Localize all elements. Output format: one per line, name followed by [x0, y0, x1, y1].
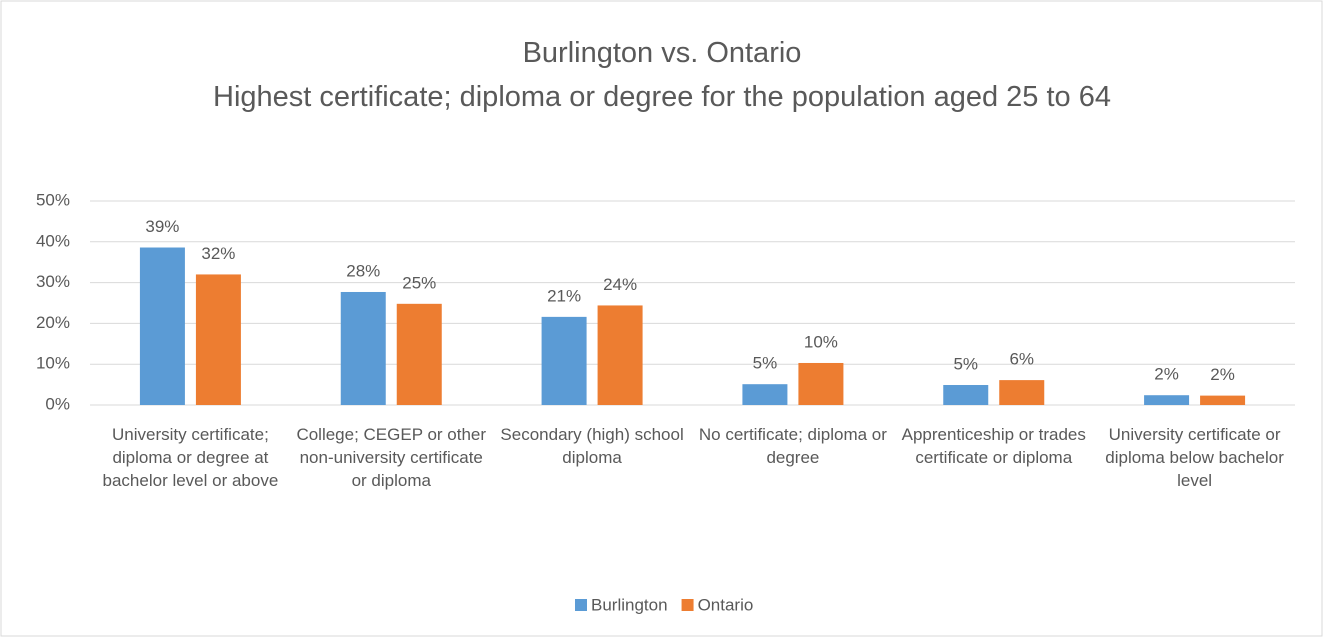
- x-tick-label: No certificate; diploma or degree: [698, 425, 887, 467]
- y-tick-label: 10%: [36, 354, 70, 373]
- x-tick-label: Apprenticeship or trades certificate or …: [901, 425, 1086, 467]
- bar: [139, 247, 185, 405]
- bar: [943, 385, 989, 405]
- data-label: 5%: [953, 354, 978, 373]
- y-tick-label: 0%: [45, 394, 70, 413]
- bar: [1144, 395, 1190, 405]
- legend-label: Ontario: [698, 595, 754, 614]
- data-label: 2%: [1210, 365, 1235, 384]
- x-tick-label: University certificate or diploma below …: [1105, 425, 1284, 490]
- bar: [195, 274, 241, 405]
- data-label: 32%: [201, 244, 235, 263]
- data-label: 28%: [346, 261, 380, 280]
- bar: [541, 316, 587, 405]
- bar: [340, 291, 386, 405]
- x-tick-label: Secondary (high) school diploma: [500, 425, 684, 467]
- y-tick-label: 50%: [36, 190, 70, 209]
- y-tick-label: 30%: [36, 272, 70, 291]
- x-tick-label: University certificate; diploma or degre…: [102, 425, 279, 490]
- chart-title: Burlington vs. Ontario: [522, 37, 802, 69]
- data-label: 25%: [402, 273, 436, 292]
- legend-swatch: [681, 599, 694, 611]
- legend-label: Burlington: [591, 595, 668, 614]
- x-tick-label: College; CEGEP or other non-university c…: [296, 425, 487, 490]
- chart-subtitle: Highest certificate; diploma or degree f…: [213, 81, 1111, 113]
- data-label: 24%: [603, 275, 637, 294]
- bar: [597, 305, 643, 405]
- bar: [396, 303, 442, 405]
- data-label: 21%: [547, 286, 581, 305]
- bar: [999, 380, 1045, 405]
- data-label: 2%: [1154, 365, 1179, 384]
- y-tick-label: 40%: [36, 231, 70, 250]
- bar: [798, 362, 844, 405]
- y-tick-label: 20%: [36, 313, 70, 332]
- bar: [742, 384, 788, 405]
- bar: [1200, 395, 1246, 405]
- data-label: 5%: [753, 354, 778, 373]
- legend-swatch: [575, 599, 587, 611]
- data-label: 6%: [1009, 350, 1034, 369]
- data-label: 10%: [804, 332, 838, 351]
- data-label: 39%: [145, 217, 179, 236]
